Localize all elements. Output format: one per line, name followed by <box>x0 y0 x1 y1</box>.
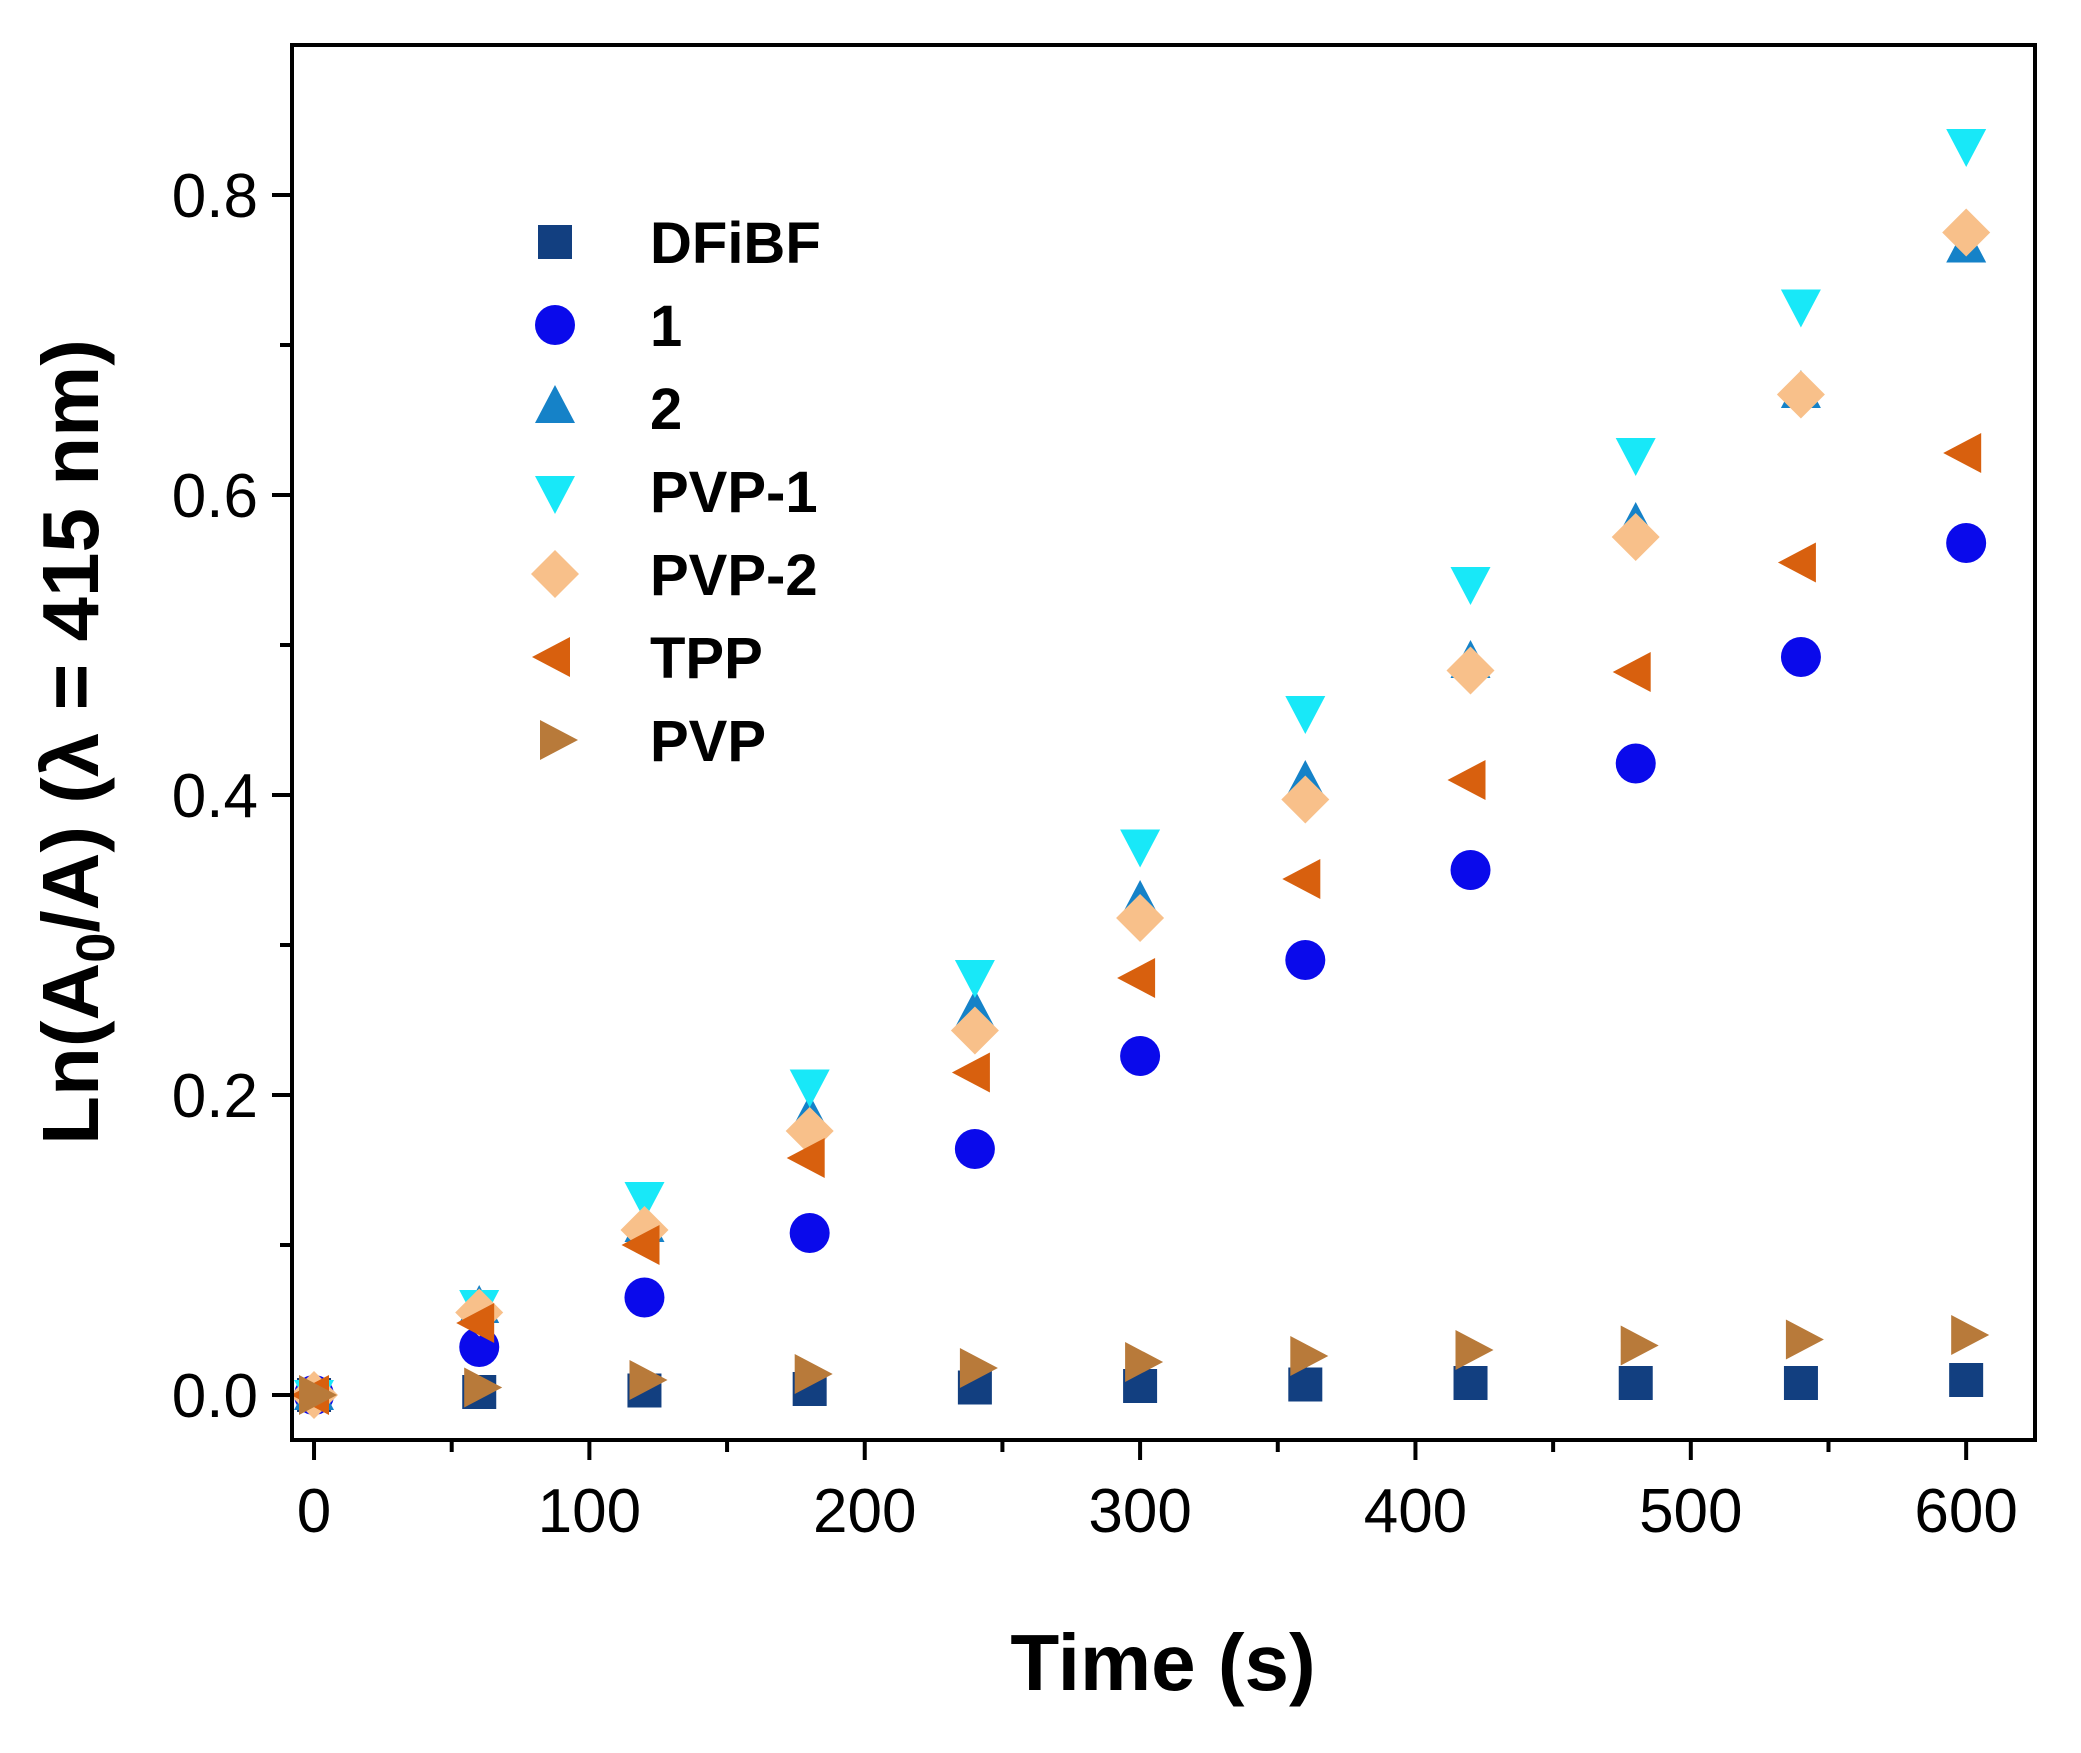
data-point <box>1949 1363 1984 1397</box>
data-point <box>1776 370 1825 419</box>
y-tick-label: 0.6 <box>172 462 258 531</box>
y-axis-title: Ln(A0/A) (λ = 415 nm) <box>26 339 126 1145</box>
data-point <box>1285 940 1326 980</box>
y-axis-title-subscript: 0 <box>66 933 126 963</box>
data-markers <box>290 129 1991 1419</box>
legend-item: PVP <box>540 709 766 774</box>
series-PVP <box>299 1315 1990 1415</box>
data-point <box>1450 850 1491 890</box>
plot-frame <box>290 43 2037 1442</box>
data-point <box>1116 894 1165 942</box>
data-point <box>1120 829 1161 868</box>
x-tick-label: 500 <box>1639 1477 1742 1546</box>
legend-label: PVP-2 <box>650 543 818 608</box>
x-tick-labels: 0 100 200 300 400 500 600 <box>297 1477 2018 1546</box>
legend-label: 1 <box>650 294 682 359</box>
data-point <box>954 1129 995 1169</box>
y-tick-labels: 0.0 0.2 0.4 0.6 0.8 <box>172 162 258 1431</box>
data-point <box>1450 567 1491 605</box>
data-point <box>1612 652 1651 692</box>
data-point <box>1780 637 1821 677</box>
data-point <box>1453 1366 1488 1400</box>
x-tick-label: 0 <box>297 1477 331 1546</box>
data-point <box>1620 1325 1659 1366</box>
data-point <box>1446 646 1495 695</box>
data-point <box>1615 438 1656 476</box>
data-point <box>1780 289 1821 328</box>
data-point <box>624 1277 665 1318</box>
data-point <box>1120 1036 1161 1076</box>
y-tick-label: 0.8 <box>172 162 258 231</box>
series-PVP-2 <box>290 208 1991 1419</box>
data-point <box>1946 523 1987 563</box>
legend-item: DFiBF <box>538 211 821 276</box>
x-tick-label: 300 <box>1088 1477 1191 1546</box>
data-point <box>464 1367 503 1408</box>
data-point <box>1783 1366 1818 1400</box>
legend-item: PVP-1 <box>535 460 818 525</box>
data-point <box>1785 1319 1824 1360</box>
x-tick-label: 600 <box>1914 1477 2017 1546</box>
data-point <box>621 1225 660 1265</box>
data-point <box>794 1354 833 1394</box>
data-point <box>1946 129 1987 167</box>
y-axis-title-prefix: Ln(A <box>26 963 115 1145</box>
data-point <box>456 1303 495 1343</box>
legend-item: TPP <box>532 626 763 691</box>
data-point <box>1285 696 1326 734</box>
data-point <box>1125 1342 1164 1382</box>
data-point <box>1117 958 1156 998</box>
x-tick-label: 100 <box>538 1477 641 1546</box>
legend-label: PVP-1 <box>650 460 818 525</box>
data-point <box>629 1360 668 1400</box>
data-point <box>786 1138 825 1178</box>
legend-marker <box>531 550 579 598</box>
x-axis-title: Time (s) <box>1010 1618 1315 1707</box>
data-point <box>1447 760 1486 800</box>
legend-label: 2 <box>650 377 682 442</box>
legend-label: PVP <box>650 709 766 774</box>
axis-ticks <box>272 193 1969 1460</box>
legend-item: PVP-2 <box>531 543 818 608</box>
legend-marker <box>538 225 572 259</box>
legend-item: 2 <box>535 377 682 442</box>
legend-marker <box>535 305 575 345</box>
x-tick-label: 200 <box>813 1477 916 1546</box>
legend-item: 1 <box>535 294 682 359</box>
data-point <box>624 1182 665 1220</box>
legend-marker <box>535 476 575 514</box>
data-point <box>789 1213 830 1253</box>
data-point <box>959 1348 998 1388</box>
data-point <box>1951 1315 1990 1355</box>
legend-marker <box>540 720 578 760</box>
y-tick-label: 0.0 <box>172 1362 258 1431</box>
legend-marker <box>532 637 570 677</box>
data-point <box>299 1375 337 1415</box>
data-point <box>950 1006 999 1055</box>
data-point <box>1943 433 1982 473</box>
data-point <box>954 960 995 998</box>
legend-label: TPP <box>650 626 763 691</box>
data-point <box>1282 859 1321 899</box>
data-point <box>789 1069 830 1108</box>
data-point <box>1777 542 1816 583</box>
x-tick-label: 400 <box>1364 1477 1467 1546</box>
data-point <box>1611 513 1660 561</box>
y-tick-label: 0.2 <box>172 1062 258 1131</box>
legend: DFiBF 1 2 PVP-1 PVP-2 TPP PVP <box>531 211 821 774</box>
y-tick-label: 0.4 <box>172 762 258 831</box>
legend-marker <box>535 385 575 423</box>
data-point <box>1942 208 1991 257</box>
data-point <box>1455 1330 1494 1370</box>
data-point <box>1615 743 1656 784</box>
data-point <box>951 1052 990 1093</box>
data-point <box>1290 1336 1329 1376</box>
y-axis-title-suffix: /A) (λ = 415 nm) <box>26 339 115 933</box>
data-point <box>1618 1366 1653 1400</box>
data-point <box>1281 775 1330 824</box>
legend-label: DFiBF <box>650 211 821 276</box>
